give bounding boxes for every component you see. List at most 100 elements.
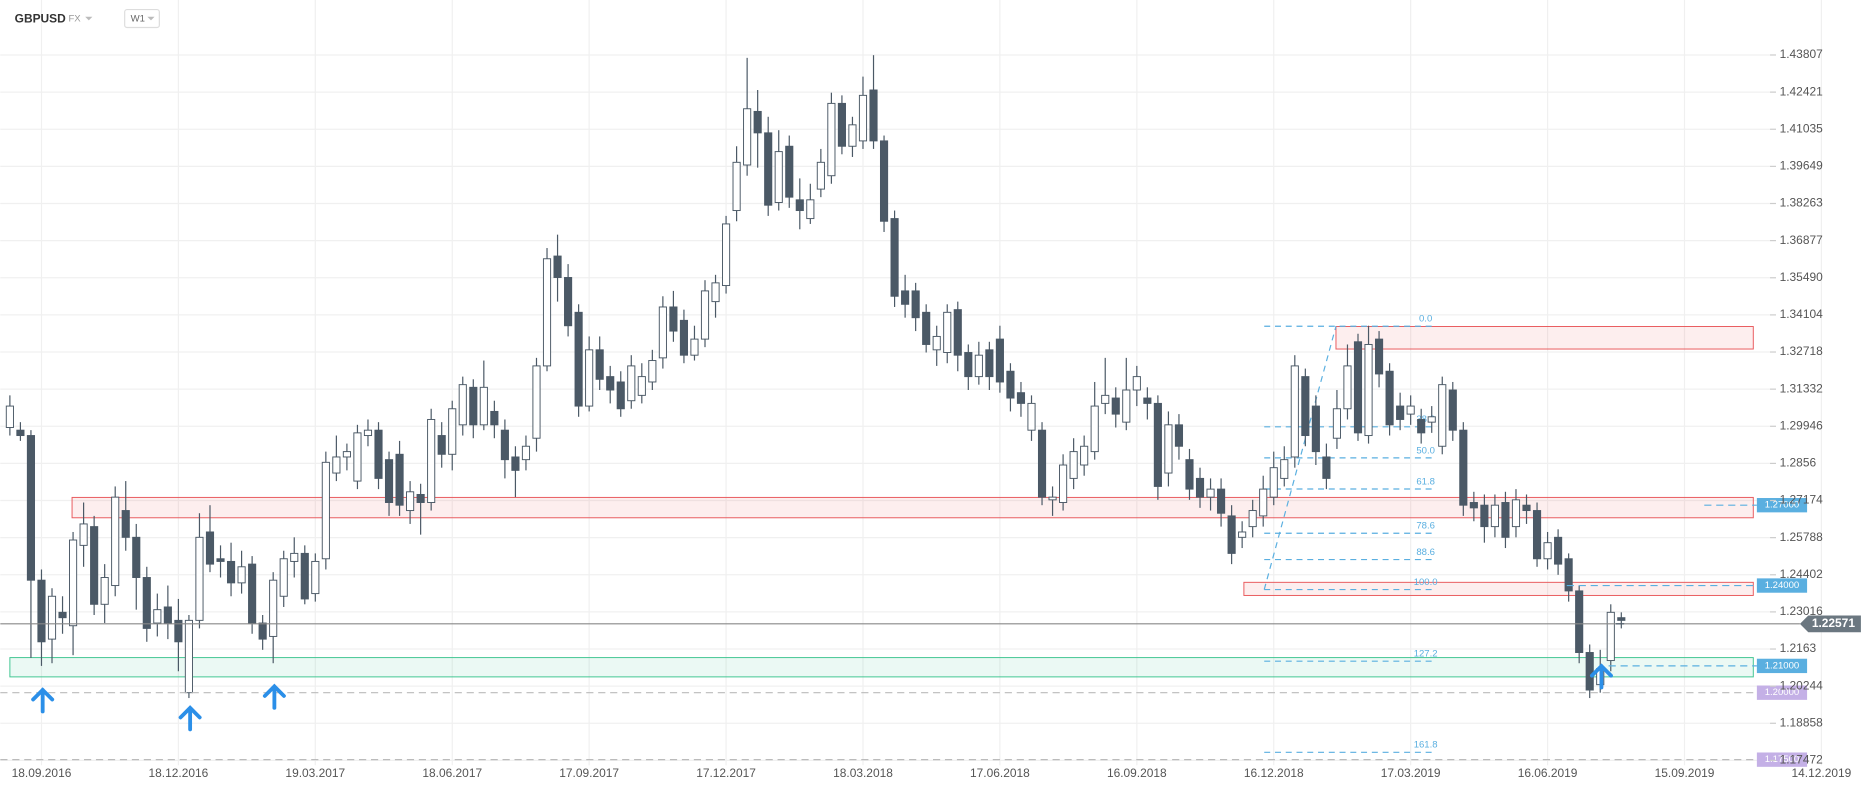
current-price-label: 1.22571 xyxy=(1812,616,1856,630)
candle-body xyxy=(458,384,467,426)
candle-body xyxy=(1101,394,1110,404)
y-tick-label: 1.34104 xyxy=(1780,307,1824,321)
symbol[interactable]: GBPUSD xyxy=(15,11,66,25)
zones xyxy=(9,326,1754,678)
candle-body xyxy=(890,218,899,297)
candle-body xyxy=(753,110,762,134)
candle-body xyxy=(1543,542,1552,560)
up-arrow xyxy=(178,705,202,732)
candle-body xyxy=(690,338,699,356)
candle-body xyxy=(111,496,120,587)
candle-body xyxy=(1164,424,1173,474)
candle-body xyxy=(532,365,541,439)
candle-body xyxy=(1438,384,1447,447)
candle-body xyxy=(1006,370,1015,399)
x-tick-label: 18.06.2017 xyxy=(422,766,482,780)
axes: 1.43807 1.42421 1.41035 1.39649 1.38263 1.368… xyxy=(12,47,1852,780)
candle-body xyxy=(1195,477,1205,498)
level-label: 1.21000 xyxy=(1765,660,1800,671)
candle-body xyxy=(1332,408,1341,439)
x-tick-label: 17.09.2017 xyxy=(559,766,619,780)
y-tick-label: 1.42421 xyxy=(1780,84,1824,98)
interval-box[interactable] xyxy=(124,8,160,29)
candle-body xyxy=(1301,376,1310,437)
market-caret xyxy=(85,16,93,21)
level-label: 1.24000 xyxy=(1765,580,1800,591)
candle-body xyxy=(427,418,436,503)
candle-body xyxy=(195,536,204,621)
candle-body xyxy=(1280,459,1289,479)
level-label: 1.20000 xyxy=(1765,687,1800,698)
candle-body xyxy=(395,453,404,506)
candle-body xyxy=(732,161,741,212)
candle-body xyxy=(932,335,941,351)
candle-body xyxy=(1311,405,1320,453)
fib-label: 50.0 xyxy=(1416,445,1435,456)
candle-body xyxy=(226,560,236,584)
candle-body xyxy=(300,552,309,600)
candle-body xyxy=(637,376,646,396)
candle-body xyxy=(406,491,415,512)
x-tick-label: 18.03.2018 xyxy=(833,766,893,780)
candle-body xyxy=(1185,459,1194,490)
interval-caret xyxy=(147,16,155,21)
candle-body xyxy=(1427,416,1436,423)
x-tick-label: 17.03.2019 xyxy=(1381,766,1441,780)
candle-body xyxy=(1364,343,1373,437)
candle-body xyxy=(943,311,952,353)
candle-body xyxy=(764,132,773,206)
candle-body xyxy=(1037,429,1047,498)
zone xyxy=(9,657,1754,678)
candle-body xyxy=(1027,402,1036,431)
y-tick-label: 1.25788 xyxy=(1780,530,1824,544)
y-tick-label: 1.32718 xyxy=(1780,344,1824,358)
candle-body xyxy=(1501,502,1510,538)
candle-body xyxy=(121,510,130,538)
candle-body xyxy=(1564,558,1573,592)
candle-body xyxy=(711,282,720,303)
x-tick-label: 18.09.2016 xyxy=(12,766,72,780)
candle-body xyxy=(995,338,1004,383)
candle-body xyxy=(1606,611,1615,662)
candle-body xyxy=(237,566,246,584)
up-arrow xyxy=(262,683,286,710)
candle-body xyxy=(722,223,731,287)
candle-body xyxy=(132,536,141,578)
candle-body xyxy=(542,258,552,367)
candle-body xyxy=(1532,510,1542,560)
candle-body xyxy=(321,461,330,560)
fib-trend xyxy=(1263,326,1337,590)
zone xyxy=(1243,581,1754,596)
fib-label: 88.6 xyxy=(1416,547,1435,558)
candle-body xyxy=(606,376,615,391)
candle-body xyxy=(100,577,109,605)
candle-body xyxy=(311,560,320,595)
candle-body xyxy=(1259,488,1268,517)
candle-body xyxy=(953,309,962,356)
candle-body xyxy=(184,619,193,694)
candle-body xyxy=(1059,464,1068,503)
candle-body xyxy=(1353,341,1363,434)
x-tick-label: 18.12.2016 xyxy=(149,766,209,780)
candle-body xyxy=(985,349,994,378)
candle-body xyxy=(816,161,825,190)
interval[interactable]: W1 xyxy=(131,14,145,25)
fib-label: 38.2 xyxy=(1416,414,1435,425)
candle-body xyxy=(279,558,288,597)
candle-body xyxy=(374,429,383,479)
fib-label: 127.2 xyxy=(1414,649,1438,660)
market[interactable]: FX xyxy=(68,14,81,25)
candle-body xyxy=(553,255,562,278)
candle-body xyxy=(37,579,46,643)
candle-body xyxy=(1227,515,1236,554)
y-tick-label: 1.27174 xyxy=(1780,493,1824,507)
candle-body xyxy=(1448,389,1457,431)
candle-body xyxy=(469,386,478,426)
level-label-box xyxy=(1756,752,1808,767)
y-tick-label: 1.39649 xyxy=(1780,159,1824,173)
candle-body xyxy=(79,523,88,546)
levels: 1.27000 1.24000 1.21000 1.20000 1.17500 1.225… xyxy=(0,498,1861,767)
candle-body xyxy=(1153,402,1162,487)
candle-body xyxy=(1469,502,1478,509)
